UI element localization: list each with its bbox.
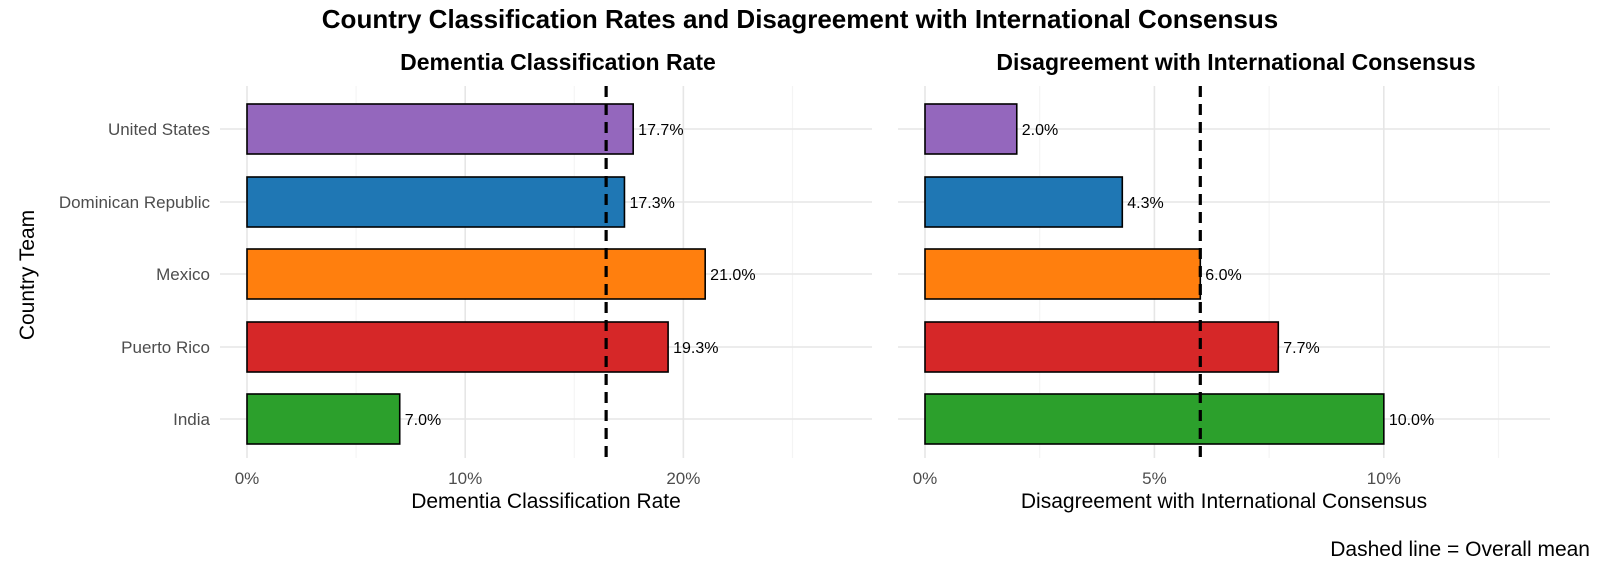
x-axis-label: Dementia Classification Rate [411,490,681,513]
y-tick-label-united-states: United States [108,120,210,139]
y-axis-label: Country Team [16,210,39,340]
bar-mexico [924,248,1202,300]
data-label-united-states: 17.7% [638,122,683,139]
y-tick-label-puerto-rico: Puerto Rico [121,338,210,357]
figure-caption: Dashed line = Overall mean [1330,538,1590,561]
data-label-dominican-republic: 17.3% [629,195,674,212]
bar-india [246,393,401,445]
x-tick-label: 5% [1142,469,1167,488]
x-tick-label: 10% [1367,469,1401,488]
bar-puerto-rico [924,321,1280,373]
data-label-india: 10.0% [1389,412,1434,429]
bar-united-states [924,103,1018,155]
bar-puerto-rico [246,321,669,373]
data-label-mexico: 21.0% [710,267,755,284]
data-label-united-states: 2.0% [1022,122,1058,139]
x-tick-label: 0% [235,469,260,488]
data-label-puerto-rico: 7.7% [1283,340,1319,357]
x-tick-label: 20% [666,469,700,488]
y-tick-label-india: India [173,410,210,429]
x-tick-label: 10% [448,469,482,488]
figure-title: Country Classification Rates and Disagre… [321,4,1279,34]
panel-title: Dementia Classification Rate [400,49,716,75]
bar-dominican-republic [924,176,1124,228]
bar-india [924,393,1385,445]
panel-title: Disagreement with International Consensu… [996,49,1475,75]
y-tick-label-dominican-republic: Dominican Republic [59,193,211,212]
data-label-puerto-rico: 19.3% [673,340,718,357]
panel-disagreement-with-consensus: 2.0% 4.3% 6.0% 7.7% 10.0% 0% 5% 10% Disagreement… [898,49,1550,513]
x-tick-label: 0% [913,469,938,488]
data-label-mexico: 6.0% [1205,267,1241,284]
bar-dominican-republic [246,176,626,228]
bar-united-states [246,103,634,155]
y-tick-label-mexico: Mexico [156,265,210,284]
data-label-dominican-republic: 4.3% [1127,195,1163,212]
bar-mexico [246,248,706,300]
data-label-india: 7.0% [405,412,441,429]
x-axis-label: Disagreement with International Consensu… [1021,490,1427,513]
panel-dementia-classification-rate: 17.7% 17.3% 21.0% 19.3% 7.0% 0% 10% 20% United S… [59,49,872,513]
